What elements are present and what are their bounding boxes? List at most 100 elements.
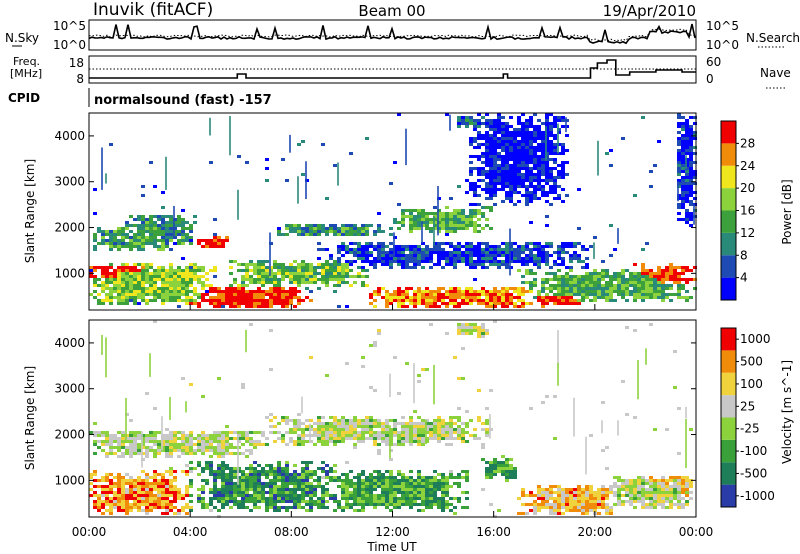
heatmap-cell	[557, 185, 561, 188]
colorbar-tick-label: 12	[740, 226, 755, 240]
heatmap-cell	[425, 260, 429, 263]
heatmap-cell	[145, 299, 149, 302]
heatmap-cell	[485, 161, 489, 164]
heatmap-cell	[181, 281, 185, 284]
heatmap-cell	[501, 161, 505, 164]
heatmap-cell	[589, 272, 593, 275]
heatmap-cell	[437, 440, 441, 443]
heatmap-cell	[269, 488, 273, 491]
heatmap-cell	[381, 494, 385, 497]
heatmap-cell	[489, 260, 493, 263]
heatmap-cell	[133, 437, 137, 440]
heatmap-cell	[157, 293, 161, 296]
heatmap-cell	[109, 272, 113, 275]
heatmap-cell	[485, 218, 489, 221]
heatmap-cell	[593, 281, 597, 284]
heatmap-cell	[129, 446, 133, 449]
heatmap-cell	[481, 428, 485, 431]
heatmap-cell	[305, 296, 309, 299]
heatmap-cell	[481, 293, 485, 296]
heatmap-cell	[485, 434, 489, 437]
heatmap-cell	[445, 296, 449, 299]
heatmap-cell	[157, 296, 161, 299]
heatmap-cell	[401, 245, 405, 248]
heatmap-cell	[485, 188, 489, 191]
heatmap-cell	[573, 491, 577, 494]
heatmap-cell	[505, 470, 509, 473]
heatmap-cell	[453, 218, 457, 221]
heatmap-cell	[493, 287, 497, 290]
heatmap-cell	[173, 512, 177, 515]
heatmap-cell	[209, 290, 213, 293]
heatmap-cell	[581, 497, 585, 500]
heatmap-cell	[273, 494, 277, 497]
heatmap-cell	[477, 143, 481, 146]
heatmap-cell	[377, 497, 381, 500]
heatmap-cell	[417, 260, 421, 263]
heatmap-cell	[601, 497, 605, 500]
heatmap-cell	[413, 491, 417, 494]
heatmap-cell	[153, 506, 157, 509]
heatmap-cell	[369, 416, 373, 419]
heatmap-cell	[141, 239, 145, 242]
heatmap-streak	[305, 161, 307, 200]
heatmap-cell	[657, 287, 661, 290]
heatmap-cell	[677, 281, 681, 284]
heatmap-cell	[553, 506, 557, 509]
heatmap-cell	[597, 497, 601, 500]
heatmap-cell	[493, 320, 497, 323]
heatmap-cell	[421, 491, 425, 494]
y-tick-label: 1000	[54, 266, 85, 280]
heatmap-cell	[645, 290, 649, 293]
heatmap-cell	[545, 497, 549, 500]
heatmap-cell	[333, 437, 337, 440]
heatmap-cell	[129, 293, 133, 296]
heatmap-cell	[457, 305, 461, 308]
heatmap-cell	[297, 506, 301, 509]
heatmap-cell	[465, 491, 469, 494]
heatmap-cell	[257, 275, 261, 278]
heatmap-cell	[557, 494, 561, 497]
heatmap-cell	[409, 218, 413, 221]
heatmap-cell	[533, 185, 537, 188]
heatmap-cell	[401, 224, 405, 227]
heatmap-cell	[289, 299, 293, 302]
heatmap-cell	[385, 263, 389, 266]
heatmap-cell	[593, 497, 597, 500]
heatmap-cell	[497, 140, 501, 143]
heatmap-cell	[449, 287, 453, 290]
heatmap-cell	[273, 293, 277, 296]
heatmap-cell	[653, 296, 657, 299]
heatmap-cell	[113, 281, 117, 284]
heatmap-cell	[377, 260, 381, 263]
heatmap-cell	[213, 437, 217, 440]
heatmap-cell	[101, 512, 105, 515]
heatmap-cell	[465, 224, 469, 227]
heatmap-cell	[169, 437, 173, 440]
heatmap-cell	[409, 419, 413, 422]
heatmap-cell	[217, 449, 221, 452]
heatmap-cell	[177, 230, 181, 233]
heatmap-cell	[225, 299, 229, 302]
heatmap-cell	[209, 473, 213, 476]
heatmap-cell	[429, 230, 433, 233]
heatmap-cell	[153, 320, 157, 323]
heatmap-cell	[401, 290, 405, 293]
heatmap-cell	[461, 209, 465, 212]
heatmap-cell	[493, 158, 497, 161]
heatmap-cell	[473, 299, 477, 302]
heatmap-cell	[685, 200, 689, 203]
heatmap-cell	[297, 479, 301, 482]
heatmap-cell	[473, 251, 477, 254]
heatmap-cell	[305, 503, 309, 506]
heatmap-cell	[425, 488, 429, 491]
heatmap-cell	[149, 218, 153, 221]
heatmap-cell	[273, 509, 277, 512]
heatmap-cell	[313, 479, 317, 482]
heatmap-cell	[601, 494, 605, 497]
heatmap-cell	[625, 269, 629, 272]
heatmap-cell	[541, 155, 545, 158]
heatmap-cell	[309, 230, 313, 233]
heatmap-cell	[213, 476, 217, 479]
heatmap-cell	[553, 485, 557, 488]
